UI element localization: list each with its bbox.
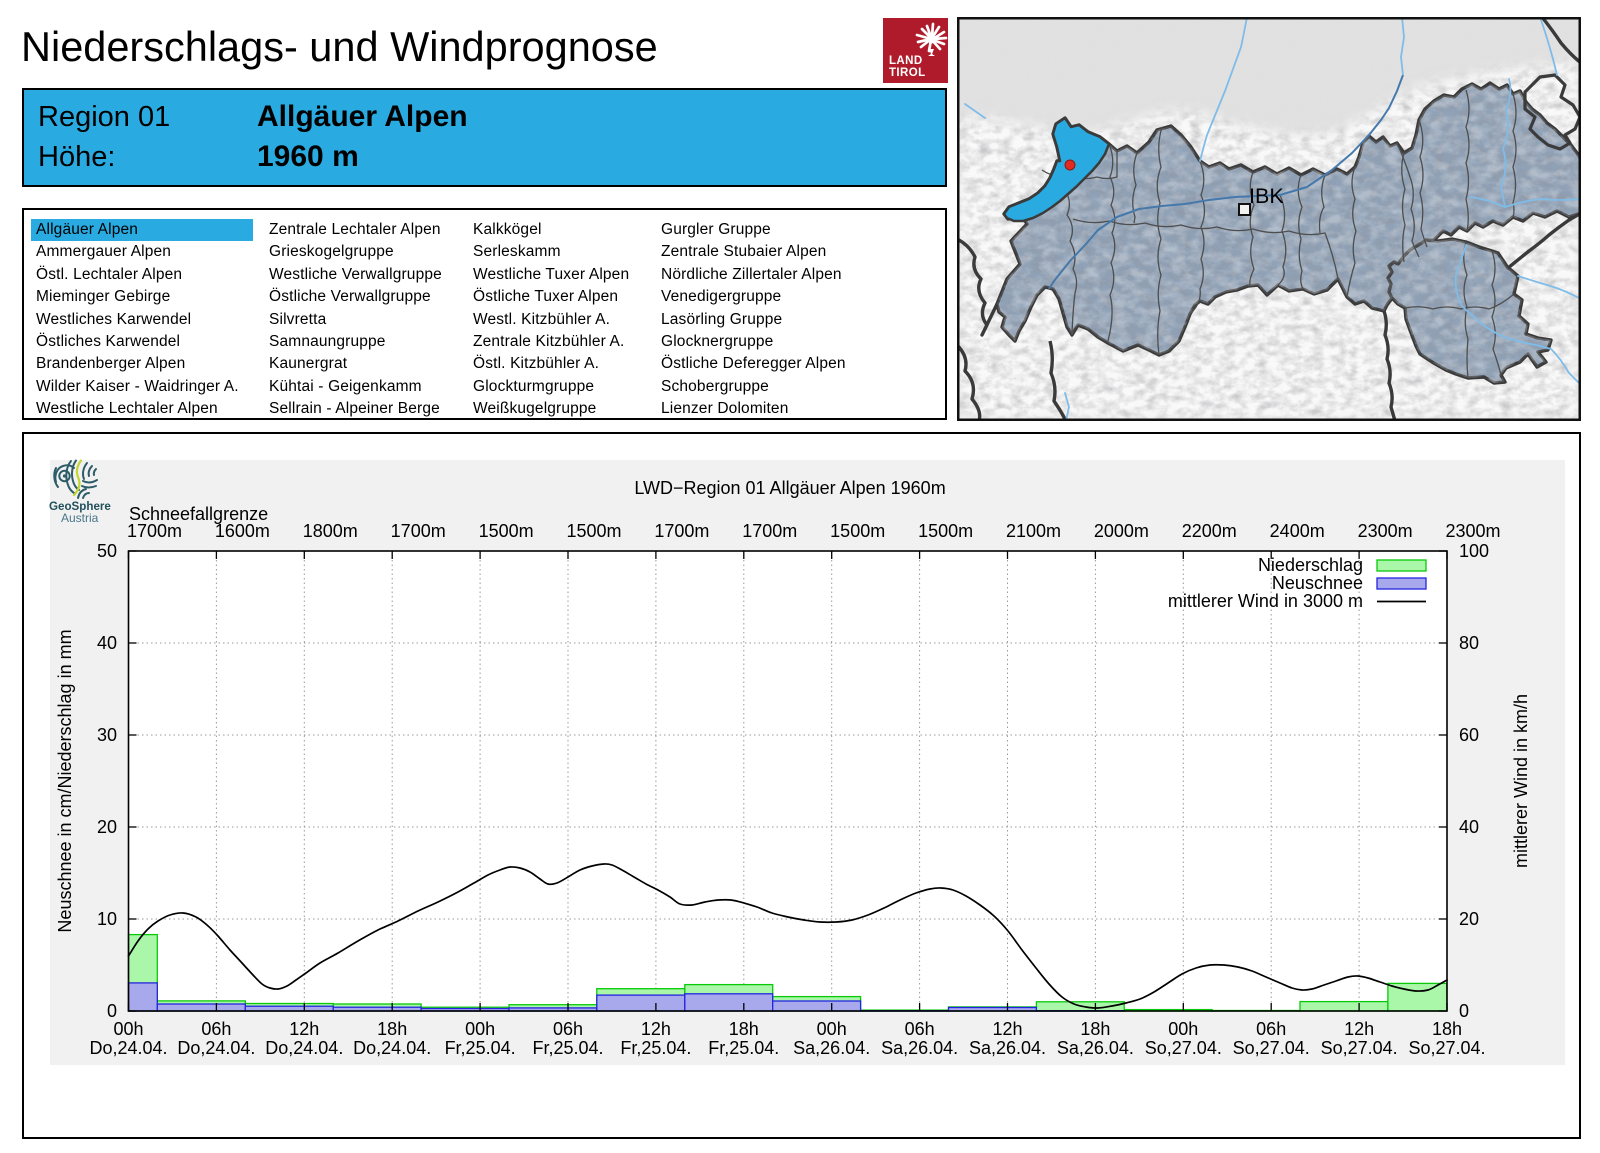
svg-text:1500m: 1500m (566, 521, 621, 541)
svg-text:Sa,26.04.: Sa,26.04. (1057, 1038, 1134, 1058)
svg-text:06h: 06h (1256, 1019, 1286, 1039)
svg-text:1700m: 1700m (742, 521, 797, 541)
svg-text:Austria: Austria (61, 511, 99, 525)
svg-text:IBK: IBK (1249, 184, 1284, 208)
svg-text:2300m: 2300m (1358, 521, 1413, 541)
svg-text:2100m: 2100m (1006, 521, 1061, 541)
svg-text:100: 100 (1459, 541, 1489, 561)
svg-text:Niederschlag: Niederschlag (1258, 555, 1363, 575)
svg-text:40: 40 (97, 633, 117, 653)
svg-text:2400m: 2400m (1270, 521, 1325, 541)
svg-text:1600m: 1600m (215, 521, 270, 541)
svg-text:10: 10 (97, 909, 117, 929)
svg-text:06h: 06h (905, 1019, 935, 1039)
svg-text:mittlerer Wind in 3000 m: mittlerer Wind in 3000 m (1168, 591, 1363, 611)
svg-text:TIROL: TIROL (889, 67, 926, 79)
svg-text:2300m: 2300m (1445, 521, 1500, 541)
svg-text:GeoSphere: GeoSphere (49, 500, 111, 513)
svg-text:1700m: 1700m (391, 521, 446, 541)
svg-text:0: 0 (1459, 1001, 1469, 1021)
svg-text:80: 80 (1459, 633, 1479, 653)
svg-text:18h: 18h (1080, 1019, 1110, 1039)
svg-text:2000m: 2000m (1094, 521, 1149, 541)
svg-text:So,27.04.: So,27.04. (1408, 1038, 1485, 1058)
svg-text:1800m: 1800m (303, 521, 358, 541)
svg-text:1500m: 1500m (830, 521, 885, 541)
svg-text:Do,24.04.: Do,24.04. (89, 1038, 167, 1058)
svg-text:00h: 00h (113, 1019, 143, 1039)
svg-text:06h: 06h (553, 1019, 583, 1039)
svg-text:Sa,26.04.: Sa,26.04. (969, 1038, 1046, 1058)
svg-text:2200m: 2200m (1182, 521, 1237, 541)
svg-text:So,27.04.: So,27.04. (1321, 1038, 1398, 1058)
svg-text:40: 40 (1459, 817, 1479, 837)
svg-text:12h: 12h (1344, 1019, 1374, 1039)
svg-text:00h: 00h (1168, 1019, 1198, 1039)
svg-text:Fr,25.04.: Fr,25.04. (445, 1038, 516, 1058)
svg-text:12h: 12h (992, 1019, 1022, 1039)
svg-text:1500m: 1500m (918, 521, 973, 541)
svg-text:So,27.04.: So,27.04. (1233, 1038, 1310, 1058)
svg-text:Sa,26.04.: Sa,26.04. (881, 1038, 958, 1058)
svg-text:18h: 18h (377, 1019, 407, 1039)
svg-text:Do,24.04.: Do,24.04. (353, 1038, 431, 1058)
svg-text:So,27.04.: So,27.04. (1145, 1038, 1222, 1058)
svg-text:LWD−Region 01 Allgäuer Alpen 1: LWD−Region 01 Allgäuer Alpen 1960m (634, 478, 945, 498)
svg-text:Do,24.04.: Do,24.04. (177, 1038, 255, 1058)
svg-text:Fr,25.04.: Fr,25.04. (708, 1038, 779, 1058)
svg-text:Sa,26.04.: Sa,26.04. (793, 1038, 870, 1058)
svg-text:0: 0 (107, 1001, 117, 1021)
svg-text:Do,24.04.: Do,24.04. (265, 1038, 343, 1058)
svg-text:LAND: LAND (889, 55, 923, 67)
svg-text:1700m: 1700m (127, 521, 182, 541)
svg-text:mittlerer Wind in km/h: mittlerer Wind in km/h (1511, 694, 1531, 868)
svg-text:Fr,25.04.: Fr,25.04. (532, 1038, 603, 1058)
svg-text:60: 60 (1459, 725, 1479, 745)
svg-text:Fr,25.04.: Fr,25.04. (620, 1038, 691, 1058)
svg-text:30: 30 (97, 725, 117, 745)
svg-text:20: 20 (97, 817, 117, 837)
svg-text:18h: 18h (729, 1019, 759, 1039)
svg-text:Schneefallgrenze: Schneefallgrenze (129, 504, 268, 524)
svg-text:18h: 18h (1432, 1019, 1462, 1039)
svg-text:12h: 12h (641, 1019, 671, 1039)
svg-text:00h: 00h (465, 1019, 495, 1039)
svg-text:1700m: 1700m (654, 521, 709, 541)
svg-text:50: 50 (97, 541, 117, 561)
svg-text:Neuschnee in cm/Niederschlag i: Neuschnee in cm/Niederschlag in mm (55, 629, 75, 932)
svg-text:1500m: 1500m (479, 521, 534, 541)
svg-text:20: 20 (1459, 909, 1479, 929)
svg-text:06h: 06h (201, 1019, 231, 1039)
svg-text:Neuschnee: Neuschnee (1272, 573, 1363, 593)
svg-text:00h: 00h (817, 1019, 847, 1039)
svg-text:12h: 12h (289, 1019, 319, 1039)
